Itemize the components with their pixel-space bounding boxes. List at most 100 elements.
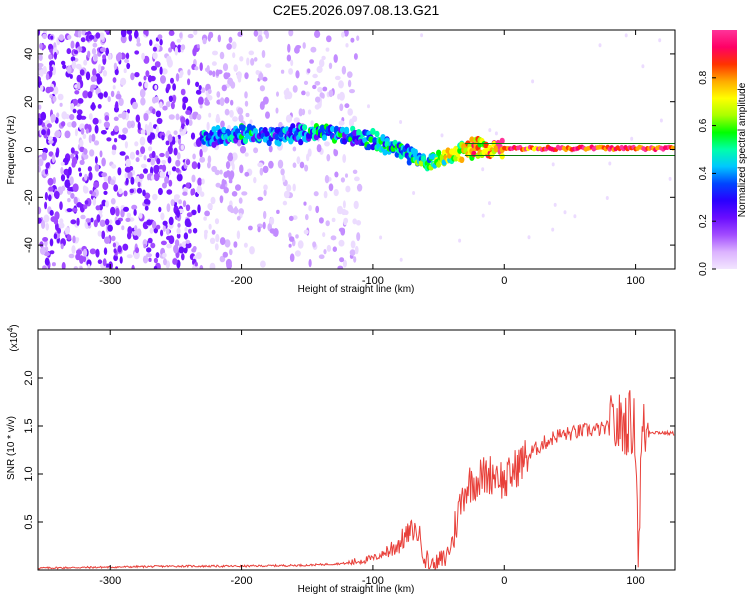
spectrogram-cell [124,166,131,173]
spectrogram-cell [185,239,191,244]
spectrogram-cell [125,177,129,185]
spectrogram-cell [160,240,167,246]
spectrogram-cell [47,177,54,186]
spectrogram-cell [77,109,83,115]
spectrogram-cell [233,64,238,72]
spectrogram-cell [212,50,218,56]
spectrogram-cell [321,93,325,99]
spectrogram-cell [41,152,47,161]
spectrogram-cell [127,226,133,236]
spectrogram-cell [51,262,56,267]
spectrogram-cell [103,247,108,255]
spectrogram-cell [42,265,47,269]
spectrogram-cell [219,51,225,60]
spectrogram-cell [130,72,135,81]
spectrogram-cell [326,244,332,252]
spectrogram-cell [162,220,168,226]
spectrogram-cell [228,179,233,184]
x-tick-label: 100 [626,575,644,587]
spectrogram-cell [231,162,235,171]
spectrogram-cell [173,147,178,156]
spectrogram-cell [77,30,82,38]
spectrogram-cell [87,50,91,58]
spectrogram-cell [668,176,672,181]
spectrogram-cell [98,64,102,72]
spectrogram-cell [165,140,170,146]
spectrogram-cell [123,190,128,197]
spectrogram-cell [104,236,111,244]
spectrogram-cell [285,114,293,123]
spectrogram-cell [79,172,82,177]
chart-title: C2E5.2026.097.08.13.G21 [273,2,440,18]
spectrogram-cell [93,53,98,62]
spectrogram-cell [356,232,361,242]
spectrogram-cell [129,188,135,194]
spectrogram-cell [118,97,124,107]
spectrogram-cell [147,158,152,163]
spectrogram-cell [249,246,255,255]
spectrogram-cell [225,258,232,268]
spectrogram-cell [178,199,183,205]
spectrogram-cell [192,227,198,234]
spectrogram-cell [185,204,191,212]
spectrogram-cell [338,227,345,233]
spectrogram-cell [155,110,162,118]
spectrogram-cell [149,39,153,46]
spectrogram-cell [192,47,197,57]
spectrogram-cell [38,113,42,119]
spectrogram-cell [309,59,314,64]
spectrogram-cell [162,105,168,111]
spectrogram-cell [105,218,110,226]
spectrogram-cell [563,210,567,215]
spectrogram-cell [42,237,49,242]
spectrogram-cell [211,229,216,235]
signal-cell [499,137,505,145]
signal-cell [469,136,475,143]
spectrogram-cell [91,133,96,142]
spectrogram-cell [307,148,312,157]
spectrogram-cell [119,151,126,156]
spectrogram-cell [156,117,163,125]
spectrogram-cell [175,167,180,173]
spectrogram-cell [231,41,237,50]
spectrogram-cell [72,183,79,192]
spectrogram-cell [49,238,54,247]
colorbar-gradient [712,30,737,269]
spectrogram-cell [217,69,223,75]
spectrogram-cell [338,239,345,247]
spectrogram-cell [64,130,71,139]
spectrogram-cell [38,158,44,167]
spectrogram-cell [134,141,139,147]
spectrogram-cell [66,208,73,213]
spectrogram-cell [89,149,95,157]
spectrogram-cell [142,255,149,264]
signal-cell [329,125,336,133]
spectrogram-cell [317,86,323,93]
spectrogram-cell [90,75,96,83]
spectrogram-cell [88,34,95,40]
spectrogram-cell [49,250,55,255]
spectrogram-cell [87,166,92,172]
spectrogram-cell [150,75,156,82]
spectrogram-cell [38,206,42,215]
spectrogram-cell [153,257,158,264]
spectrogram-cell [269,216,275,225]
spectrogram-cell [160,229,164,237]
spectrogram-cell [209,237,216,244]
signal-cell [244,132,251,140]
spectrogram-cell [276,91,279,97]
spectrogram-cell [159,170,166,179]
spectrogram-cell [145,70,150,77]
spectrogram-cell [282,200,288,206]
spectrogram-cell [72,235,76,244]
spectrogram-cell [79,69,85,76]
spectrogram-cell [297,240,304,249]
spectrogram-cell [112,242,116,248]
spectrogram-cell [113,254,118,262]
spectrogram-cell [154,61,161,68]
spectrogram-cell [255,70,260,75]
spectrogram-cell [337,206,341,214]
signal-cell [406,159,412,166]
signal-cell [457,147,463,154]
spectrogram-cell [190,132,196,140]
